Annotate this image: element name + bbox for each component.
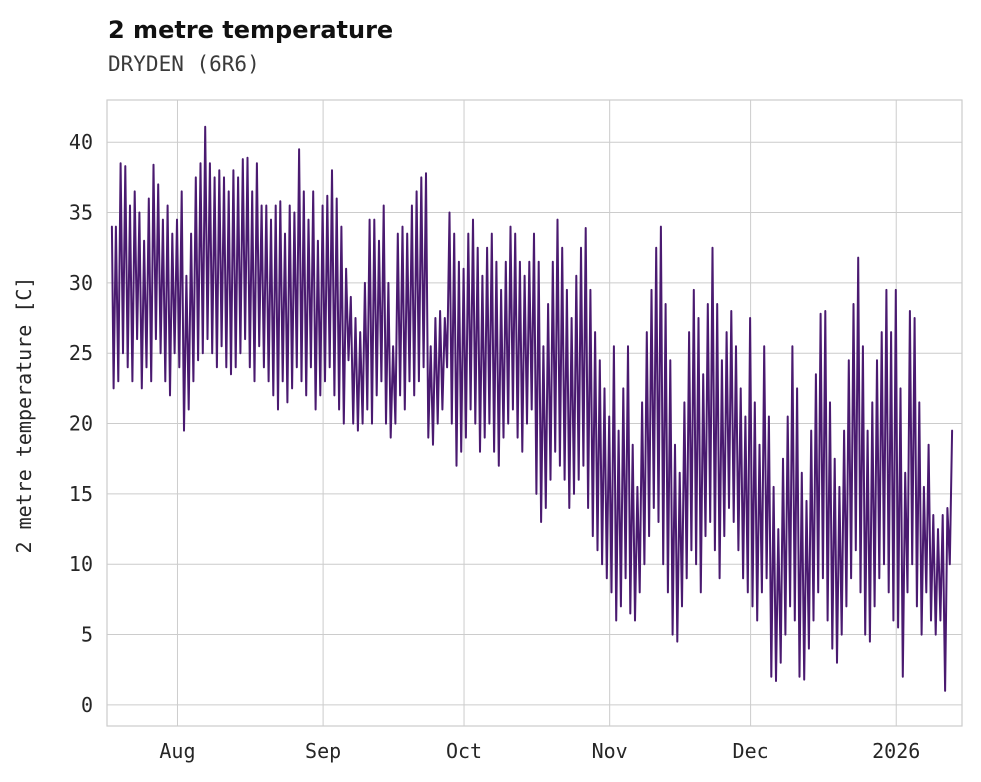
y-tick-label: 30 <box>69 271 93 295</box>
chart-subtitle: DRYDEN (6R6) <box>108 52 260 76</box>
x-tick-label: Nov <box>592 739 628 763</box>
x-tick-label: Aug <box>159 739 195 763</box>
plot-frame <box>106 99 963 727</box>
y-tick-label: 20 <box>69 412 93 436</box>
temperature-line <box>110 125 954 692</box>
x-tick-label: Sep <box>305 739 341 763</box>
y-tick-label: 5 <box>81 623 93 647</box>
y-tick-label: 10 <box>69 552 93 576</box>
x-tick-label: Dec <box>733 739 769 763</box>
y-tick-label: 25 <box>69 341 93 365</box>
y-tick-label: 35 <box>69 201 93 225</box>
chart-title: 2 metre temperature <box>108 16 394 44</box>
y-tick-label: 15 <box>69 482 93 506</box>
x-tick-label: Oct <box>446 739 482 763</box>
x-tick-label: 2026 <box>872 739 920 763</box>
y-tick-label: 40 <box>69 130 93 154</box>
y-tick-label: 0 <box>81 693 93 717</box>
